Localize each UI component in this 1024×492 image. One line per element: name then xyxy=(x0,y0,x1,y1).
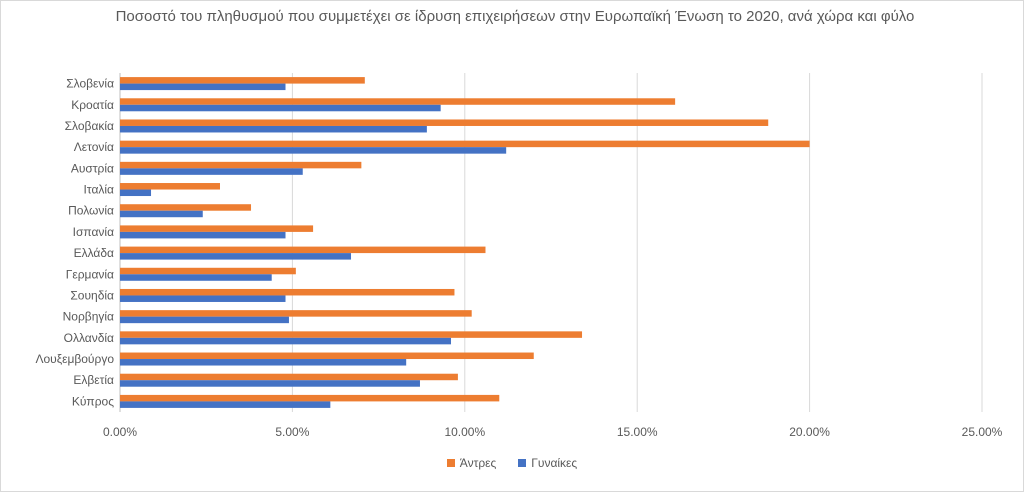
bar-men xyxy=(120,288,455,296)
bar-women xyxy=(120,359,407,366)
bar-men xyxy=(120,225,314,232)
y-tick-label: Ελβετία xyxy=(73,373,114,387)
bar-women xyxy=(120,147,507,154)
y-tick-label: Ιταλία xyxy=(84,183,115,197)
x-tick-label: 15.00% xyxy=(617,425,658,439)
bar-men xyxy=(120,98,676,105)
legend: Άντρες Γυναίκες xyxy=(0,456,1024,470)
x-tick-label: 10.00% xyxy=(444,425,485,439)
bar-women xyxy=(120,210,203,218)
bar-men xyxy=(120,394,500,402)
y-tick-label: Ολλανδία xyxy=(64,331,114,345)
bar-women xyxy=(120,337,452,345)
bar-women xyxy=(120,231,286,239)
bar-men xyxy=(120,77,365,84)
x-tick-label: 5.00% xyxy=(275,425,309,439)
legend-item-women: Γυναίκες xyxy=(518,456,577,470)
y-tick-label: Ελλάδα xyxy=(74,246,114,260)
bar-men xyxy=(120,331,583,338)
y-tick-label: Κροατία xyxy=(71,98,114,112)
y-tick-label: Γερμανία xyxy=(66,267,114,281)
bar-women xyxy=(120,401,331,408)
bar-women xyxy=(120,125,427,133)
bar-men xyxy=(120,373,458,381)
legend-label-women: Γυναίκες xyxy=(531,456,578,470)
x-tick-label: 20.00% xyxy=(789,425,830,439)
chart-title: Ποσοστό του πληθυσμού που συμμετέχει σε … xyxy=(115,8,915,25)
legend-item-men: Άντρες xyxy=(446,456,497,470)
y-tick-label: Λουξεμβούργο xyxy=(35,352,114,366)
bar-men xyxy=(120,310,472,317)
bar-men xyxy=(120,161,362,169)
bar-women xyxy=(120,316,289,324)
bar-women xyxy=(120,274,272,281)
y-tick-label: Σλοβενία xyxy=(66,77,114,91)
bar-women xyxy=(120,295,286,302)
bar-women xyxy=(120,168,303,175)
bar-men xyxy=(120,183,220,190)
bar-men xyxy=(120,140,810,148)
y-tick-label: Σλοβακία xyxy=(65,119,114,133)
bar-men xyxy=(120,246,486,254)
y-tick-label: Πολωνία xyxy=(68,204,114,218)
legend-swatch-women xyxy=(518,459,527,467)
bar-men xyxy=(120,267,296,275)
x-tick-label: 25.00% xyxy=(962,425,1003,439)
bar-women xyxy=(120,380,420,387)
legend-label-men: Άντρες xyxy=(459,456,497,470)
legend-swatch-men xyxy=(446,459,455,467)
y-tick-label: Σουηδία xyxy=(70,288,114,302)
bar-women xyxy=(120,104,441,112)
x-tick-label: 0.00% xyxy=(103,425,137,439)
bar-women xyxy=(120,83,286,91)
y-tick-label: Ισπανία xyxy=(73,225,114,239)
bar-women xyxy=(120,253,352,260)
y-tick-label: Νορβηγία xyxy=(63,310,114,324)
bar-men xyxy=(120,352,534,360)
bar-women xyxy=(120,189,152,197)
bar-men xyxy=(120,119,769,126)
y-tick-label: Αυστρία xyxy=(71,161,114,175)
y-tick-label: Λετονία xyxy=(74,140,114,154)
y-tick-label: Κύπρος xyxy=(72,394,114,408)
bar-men xyxy=(120,204,252,211)
